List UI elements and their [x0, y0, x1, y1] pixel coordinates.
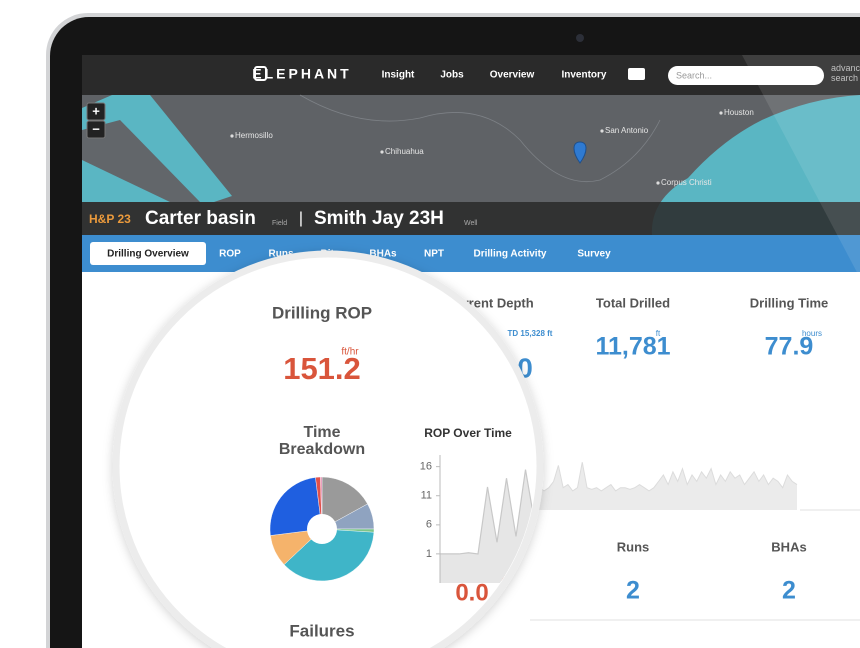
- glare: [742, 55, 860, 278]
- camera: [576, 34, 584, 42]
- active-tab[interactable]: [90, 242, 206, 265]
- zoom-in-label: +: [92, 103, 100, 118]
- section-title: Failures: [289, 621, 354, 640]
- city-label: Chihuahua: [385, 147, 424, 156]
- city-label: San Antonio: [605, 126, 649, 135]
- city-dot: [600, 129, 604, 133]
- y-tick-label: 16: [420, 461, 432, 473]
- stat-value: 2: [626, 577, 640, 605]
- advanced-search: advanced search: [831, 63, 860, 83]
- stat-title: Runs: [617, 539, 650, 554]
- stat-title: BHAs: [771, 539, 806, 554]
- nav-link[interactable]: Insight: [382, 70, 415, 81]
- border: [299, 94, 661, 182]
- stat-value: 77.9: [765, 333, 814, 361]
- map-marker[interactable]: [573, 141, 587, 164]
- search-box[interactable]: [668, 66, 824, 85]
- chart-title: ROP Over Time: [424, 426, 512, 440]
- city-dot: [656, 181, 660, 185]
- stat-unit: hours: [802, 329, 822, 338]
- logo-icon: [254, 66, 267, 81]
- tab[interactable]: NPT: [424, 249, 444, 260]
- zoom-in[interactable]: [86, 102, 106, 121]
- field-label: Field: [272, 220, 287, 227]
- stat-unit: ft/hr: [341, 347, 359, 358]
- nav-link[interactable]: Jobs: [440, 70, 464, 81]
- pie-slice: [269, 477, 323, 536]
- sea: [651, 95, 860, 235]
- tab[interactable]: ROP: [219, 249, 241, 260]
- tab[interactable]: Runs: [269, 249, 294, 260]
- stat-title: Total Drilled: [596, 295, 670, 310]
- chart-title: Time Breakdown: [278, 424, 366, 458]
- stat-value: 11,781: [595, 333, 670, 361]
- well-label: Well: [464, 220, 478, 227]
- chart-title: Time Breakdown: [278, 424, 366, 458]
- rig-name: H&P 23: [89, 212, 131, 226]
- tab[interactable]: BHAs: [369, 249, 397, 260]
- advanced-search: advanced search: [831, 63, 860, 83]
- city-dot: [380, 150, 384, 154]
- tab[interactable]: Survey: [577, 249, 611, 260]
- well-name: Smith Jay 23H: [314, 208, 444, 229]
- city-label: Houston: [724, 108, 754, 117]
- logo: ELEPHANT: [252, 66, 351, 82]
- stat-value: 2: [782, 577, 796, 605]
- magnifier: [112, 250, 544, 648]
- pie-hole: [307, 514, 337, 544]
- nav-link[interactable]: Inventory: [561, 70, 606, 81]
- nav-link[interactable]: Overview: [490, 70, 535, 81]
- zoom-out-label: −: [92, 121, 100, 136]
- stat-title: Drilling ROP: [272, 303, 372, 322]
- chat-icon[interactable]: [628, 68, 645, 80]
- stat-unit: ft: [656, 329, 661, 338]
- stat-note: TD 15,328 ft: [508, 329, 553, 338]
- y-tick-label: 6: [426, 519, 432, 531]
- pie-slice: [321, 476, 368, 530]
- screen: + − Hermosillo Chihuahua San Antonio Houston C…: [82, 55, 860, 648]
- y-tick-label: 11: [421, 490, 432, 502]
- y-tick-label: 1: [426, 548, 432, 560]
- search-placeholder: Search...: [676, 70, 712, 80]
- pie-slice: [283, 528, 375, 582]
- tab[interactable]: Drilling Overview: [107, 249, 189, 260]
- city-label: Hermosillo: [235, 131, 273, 140]
- city-label: Corpus Christi: [661, 178, 712, 187]
- stat-title: Drilling Time: [750, 295, 829, 310]
- stat-value: 0.0: [455, 579, 488, 606]
- city-dot: [230, 134, 234, 138]
- field-name: Carter basin: [145, 208, 256, 229]
- zoom-out[interactable]: [86, 120, 106, 139]
- header-bar: [82, 202, 860, 235]
- city-dot: [719, 111, 723, 115]
- stat-value: 151.2: [283, 351, 361, 386]
- land: [82, 120, 200, 202]
- tab[interactable]: Drilling Activity: [474, 249, 547, 260]
- tab-bar: [82, 235, 860, 272]
- separator: |: [299, 210, 303, 227]
